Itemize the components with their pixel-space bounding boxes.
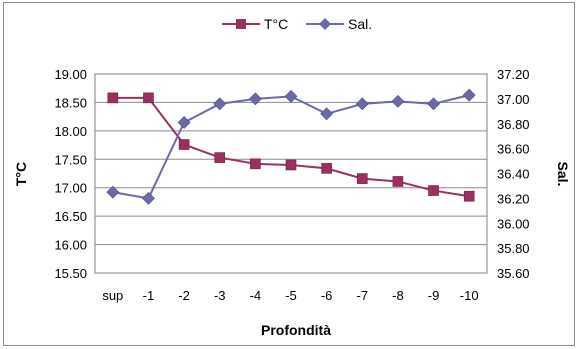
right-tick-label: 36.00 xyxy=(497,216,530,231)
left-axis-title: T°C xyxy=(13,162,29,186)
series-0-point xyxy=(214,152,226,163)
right-axis-title: Sal. xyxy=(555,162,571,187)
chart-area xyxy=(3,2,575,346)
x-tick-label: -1 xyxy=(143,288,155,303)
series-0-point xyxy=(463,190,475,202)
series-1-point xyxy=(213,97,227,111)
series-1-point xyxy=(320,107,334,121)
series-1-point xyxy=(106,185,120,199)
x-tick-label: -7 xyxy=(356,288,368,303)
series-layer xyxy=(106,88,476,205)
left-tick-label: 19.00 xyxy=(54,67,87,82)
series-0-point xyxy=(392,176,404,187)
x-axis-ticks: sup -1 -2 -3 -4 -5 -6 -7 -8 -9 -10 xyxy=(102,288,478,303)
series-0-point xyxy=(321,163,332,174)
x-tick-label: -5 xyxy=(285,288,297,303)
series-1-point xyxy=(142,191,155,205)
right-axis-ticks: 35.60 35.80 36.00 36.20 36.40 36.60 36.80 37.00… xyxy=(497,67,530,281)
x-tick-label: -9 xyxy=(428,288,440,303)
series-0-point xyxy=(428,185,439,196)
x-tick-label: -2 xyxy=(178,288,190,303)
series-0-point xyxy=(143,92,154,104)
right-tick-label: 37.00 xyxy=(497,92,530,107)
series-0-point xyxy=(250,158,261,170)
x-tick-label: sup xyxy=(102,288,123,303)
x-tick-label: -8 xyxy=(392,288,404,303)
x-axis-title: Profondità xyxy=(261,322,331,338)
x-tick-label: -6 xyxy=(321,288,333,303)
series-1-point xyxy=(462,88,476,102)
right-tick-label: 35.60 xyxy=(497,266,530,281)
series-1-point xyxy=(391,94,405,108)
series-0-point xyxy=(178,139,190,150)
right-tick-label: 37.20 xyxy=(497,67,530,82)
series-1-point xyxy=(284,89,298,103)
left-tick-label: 15.50 xyxy=(54,266,87,281)
plot-area-border xyxy=(94,73,488,274)
x-tick-label: -3 xyxy=(214,288,226,303)
left-tick-label: 18.50 xyxy=(54,95,87,110)
x-tick-label: -4 xyxy=(250,288,262,303)
series-line-1 xyxy=(112,94,470,200)
left-tick-label: 17.00 xyxy=(54,181,87,196)
right-tick-label: 36.60 xyxy=(497,142,530,157)
series-0-point xyxy=(285,159,297,171)
right-tick-label: 35.80 xyxy=(497,241,530,256)
series-1-point xyxy=(177,116,191,129)
legend-marker-1 xyxy=(319,18,331,30)
left-tick-label: 18.00 xyxy=(54,124,87,139)
series-line-0 xyxy=(112,96,470,198)
legend-marker-0 xyxy=(236,19,246,29)
series-0-point xyxy=(356,173,368,184)
legend-label-0: T°C xyxy=(264,16,288,32)
right-tick-label: 36.80 xyxy=(497,117,530,132)
series-1-point xyxy=(355,97,369,111)
left-tick-label: 16.50 xyxy=(54,209,87,224)
series-1-point xyxy=(248,92,262,106)
series-1-point xyxy=(427,97,440,111)
legend: T°C Sal. xyxy=(222,16,372,32)
right-tick-label: 36.40 xyxy=(497,167,530,182)
right-tick-label: 36.20 xyxy=(497,191,530,206)
legend-label-1: Sal. xyxy=(348,16,372,32)
x-tick-label: -10 xyxy=(460,288,479,303)
left-axis-ticks: 15.50 16.00 16.50 17.00 17.50 18.00 18.50 19.00 xyxy=(54,67,87,281)
left-tick-label: 17.50 xyxy=(54,152,87,167)
left-tick-label: 16.00 xyxy=(54,238,87,253)
series-0-point xyxy=(107,92,119,104)
